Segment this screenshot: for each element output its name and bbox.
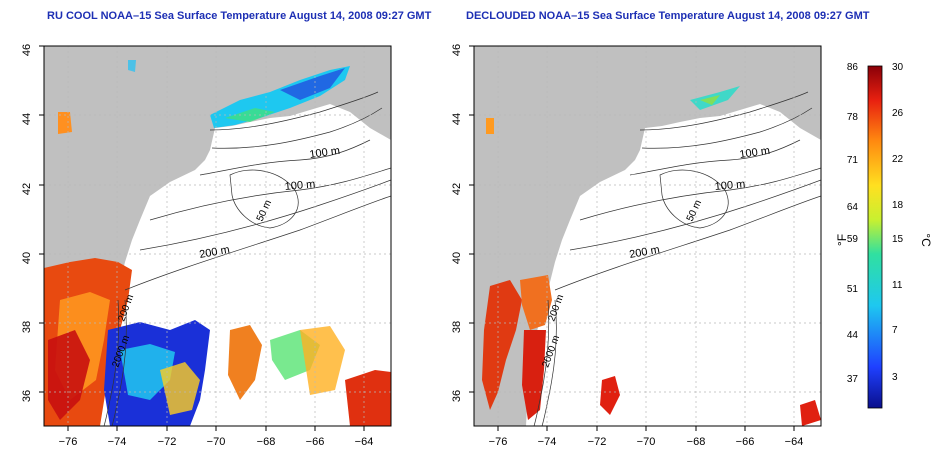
- colorbar-c-tick-30: 30: [892, 62, 904, 73]
- left-land-nova-scotia: [300, 66, 391, 120]
- right-map-panel: 100 m 100 m 50 m 200 m 200 m 2000 m −76 …: [451, 44, 822, 448]
- colorbar-f-tick-51: 51: [847, 284, 859, 295]
- left-panel-title: RU COOL NOAA–15 Sea Surface Temperature …: [47, 10, 432, 22]
- right-x-tick-74: −74: [538, 436, 557, 448]
- right-x-tick-76: −76: [489, 436, 508, 448]
- left-y-tick-38: 38: [21, 321, 33, 333]
- colorbar-gradient: [867, 65, 883, 409]
- right-y-tick-42: 42: [451, 183, 463, 195]
- right-contour-label-100b: 100 m: [714, 178, 746, 193]
- left-contour-label-50: 50 m: [255, 198, 274, 223]
- colorbar-f-tick-44: 44: [847, 330, 859, 341]
- colorbar-c-tick-15: 15: [892, 234, 904, 245]
- right-y-axis: 46 44 42 40 38 36: [451, 44, 474, 402]
- colorbar-c-tick-18: 18: [892, 200, 904, 211]
- left-contours: [103, 91, 391, 426]
- right-x-tick-68: −68: [687, 436, 706, 448]
- right-x-tick-66: −66: [736, 436, 755, 448]
- left-y-axis: 46 44 42 40 38 36: [21, 44, 44, 402]
- left-x-tick-70: −70: [207, 436, 226, 448]
- colorbar-f-tick-78: 78: [847, 112, 859, 123]
- colorbar-f-tick-59: 59: [847, 234, 859, 245]
- left-y-tick-42: 42: [21, 183, 33, 195]
- left-x-tick-68: −68: [257, 436, 276, 448]
- right-sst-patches: [482, 86, 821, 426]
- right-grid: [474, 46, 821, 426]
- colorbar-c-tick-26: 26: [892, 108, 904, 119]
- right-y-tick-44: 44: [451, 113, 463, 125]
- left-grid: [44, 46, 391, 426]
- left-x-axis: −76 −74 −72 −70 −68 −66 −64: [59, 426, 374, 448]
- right-land-nova-scotia: [730, 66, 821, 120]
- left-x-tick-66: −66: [306, 436, 325, 448]
- left-y-tick-36: 36: [21, 390, 33, 402]
- colorbar-left-unit: °F: [835, 234, 849, 246]
- colorbar-f-tick-86: 86: [847, 62, 859, 73]
- right-y-tick-46: 46: [451, 44, 463, 56]
- left-land-canada: [44, 46, 391, 426]
- right-map-frame: [473, 45, 822, 427]
- colorbar-f-tick-64: 64: [847, 202, 859, 213]
- right-contours: [533, 91, 821, 426]
- colorbar-right-unit: °C: [919, 233, 933, 247]
- left-contour-label-100b: 100 m: [284, 178, 316, 193]
- left-x-tick-64: −64: [355, 436, 374, 448]
- right-contour-label-100a: 100 m: [739, 145, 771, 161]
- left-map-panel: 100 m 100 m 50 m 200 m 200 m 2000 m −76 …: [21, 44, 392, 448]
- left-sst-patches: [44, 60, 391, 426]
- colorbar-c-tick-3: 3: [892, 372, 898, 383]
- left-y-tick-40: 40: [21, 252, 33, 264]
- right-panel-title: DECLOUDED NOAA–15 Sea Surface Temperatur…: [466, 10, 870, 22]
- right-x-tick-70: −70: [637, 436, 656, 448]
- right-contour-label-200a: 200 m: [628, 244, 660, 261]
- right-y-tick-38: 38: [451, 321, 463, 333]
- right-x-axis: −76 −74 −72 −70 −68 −66 −64: [489, 426, 804, 448]
- right-contour-label-50: 50 m: [685, 198, 704, 223]
- left-x-tick-76: −76: [59, 436, 78, 448]
- left-y-tick-44: 44: [21, 113, 33, 125]
- right-land-canada: [474, 46, 821, 426]
- right-x-tick-72: −72: [588, 436, 607, 448]
- left-contour-label-100a: 100 m: [309, 145, 341, 161]
- colorbar-c-tick-11: 11: [892, 280, 903, 291]
- right-y-tick-40: 40: [451, 252, 463, 264]
- colorbar-f-tick-37: 37: [847, 374, 859, 385]
- left-y-tick-46: 46: [21, 44, 33, 56]
- colorbar-c-tick-7: 7: [892, 325, 898, 336]
- left-x-tick-74: −74: [108, 436, 127, 448]
- left-contour-label-200a: 200 m: [198, 244, 230, 261]
- right-x-tick-64: −64: [785, 436, 804, 448]
- right-y-tick-36: 36: [451, 390, 463, 402]
- colorbar: 86 78 71 64 59 51 44 37 30 26 22 18 15 1…: [835, 62, 933, 409]
- left-map-frame: [43, 45, 392, 427]
- left-x-tick-72: −72: [158, 436, 177, 448]
- colorbar-c-tick-22: 22: [892, 154, 904, 165]
- colorbar-f-tick-71: 71: [847, 155, 859, 166]
